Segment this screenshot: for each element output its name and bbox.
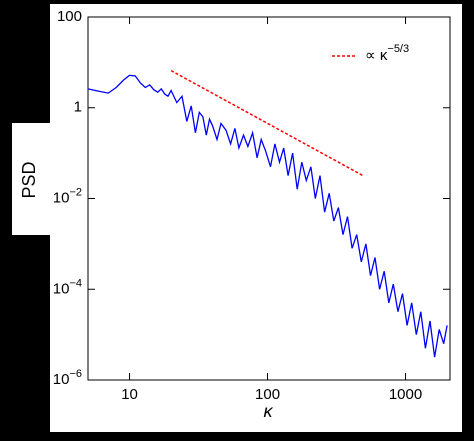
x-tick-label: 1000	[389, 386, 422, 403]
y-tick-base: 10	[53, 371, 70, 388]
y-tick-label: 10−4	[53, 277, 82, 297]
legend-name: ∝ κ	[365, 47, 388, 64]
y-tick-label: 100	[57, 8, 82, 25]
series-line	[87, 74, 448, 358]
y-tick-label: 1	[74, 99, 82, 116]
x-axis-label: κ	[264, 401, 274, 421]
plot-background	[50, 4, 462, 432]
y-tick-exponent: −2	[69, 186, 82, 198]
series-line	[170, 69, 365, 177]
y-tick-label: 10−6	[53, 368, 82, 388]
legend-superscript: −5/3	[387, 43, 409, 55]
y-axis-label: PSD	[19, 161, 39, 198]
y-tick-base: 10	[53, 189, 70, 206]
ylabel-background	[12, 123, 50, 235]
y-tick-exponent: −4	[69, 277, 82, 289]
legend-label: ∝ κ−5/3	[365, 43, 409, 64]
y-tick-base: 10	[53, 280, 70, 297]
x-tick-label: 10	[121, 386, 138, 403]
x-tick-label: 100	[255, 386, 280, 403]
y-tick-exponent: −6	[69, 368, 82, 380]
y-tick-label: 10−2	[53, 186, 82, 206]
